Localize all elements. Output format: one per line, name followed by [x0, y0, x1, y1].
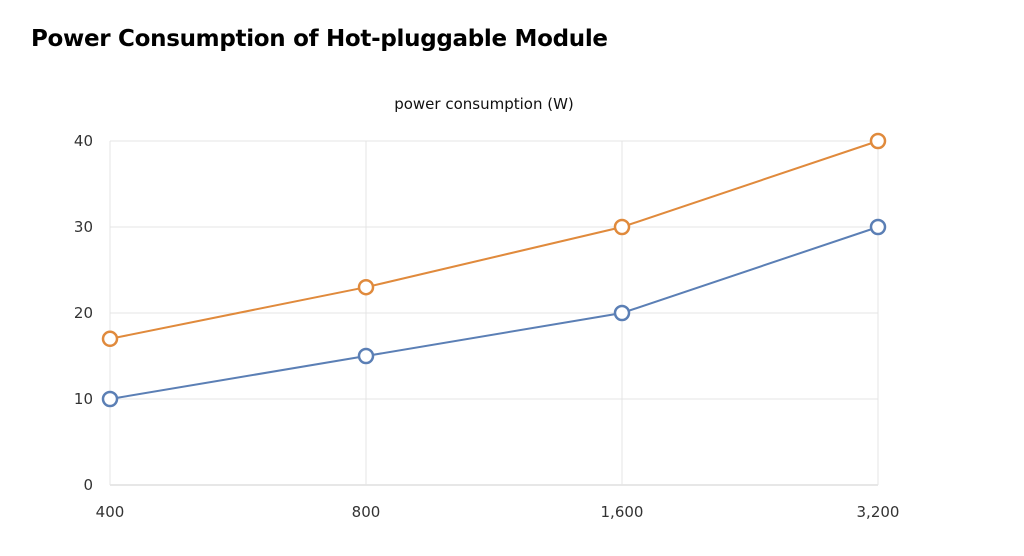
data-point — [613, 218, 631, 236]
x-tick-label: 1,600 — [601, 503, 644, 521]
y-tick-label: 40 — [74, 132, 93, 150]
data-point — [869, 132, 887, 150]
x-tick-label: 400 — [96, 503, 125, 521]
y-tick-label: 30 — [74, 218, 93, 236]
series-line-1 — [109, 226, 879, 400]
page-title: Power Consumption of Hot-pluggable Modul… — [31, 26, 608, 52]
x-tick-label: 800 — [352, 503, 381, 521]
series-line-0 — [109, 140, 879, 340]
data-point — [613, 304, 631, 322]
x-tick-label: 3,200 — [857, 503, 900, 521]
data-point — [357, 278, 375, 296]
y-tick-label: 20 — [74, 304, 93, 322]
y-tick-label: 0 — [83, 476, 93, 494]
chart-title: power consumption (W) — [394, 95, 574, 113]
data-point — [869, 218, 887, 236]
data-point — [357, 347, 375, 365]
data-point — [101, 330, 119, 348]
y-tick-label: 10 — [74, 390, 93, 408]
data-point — [101, 390, 119, 408]
